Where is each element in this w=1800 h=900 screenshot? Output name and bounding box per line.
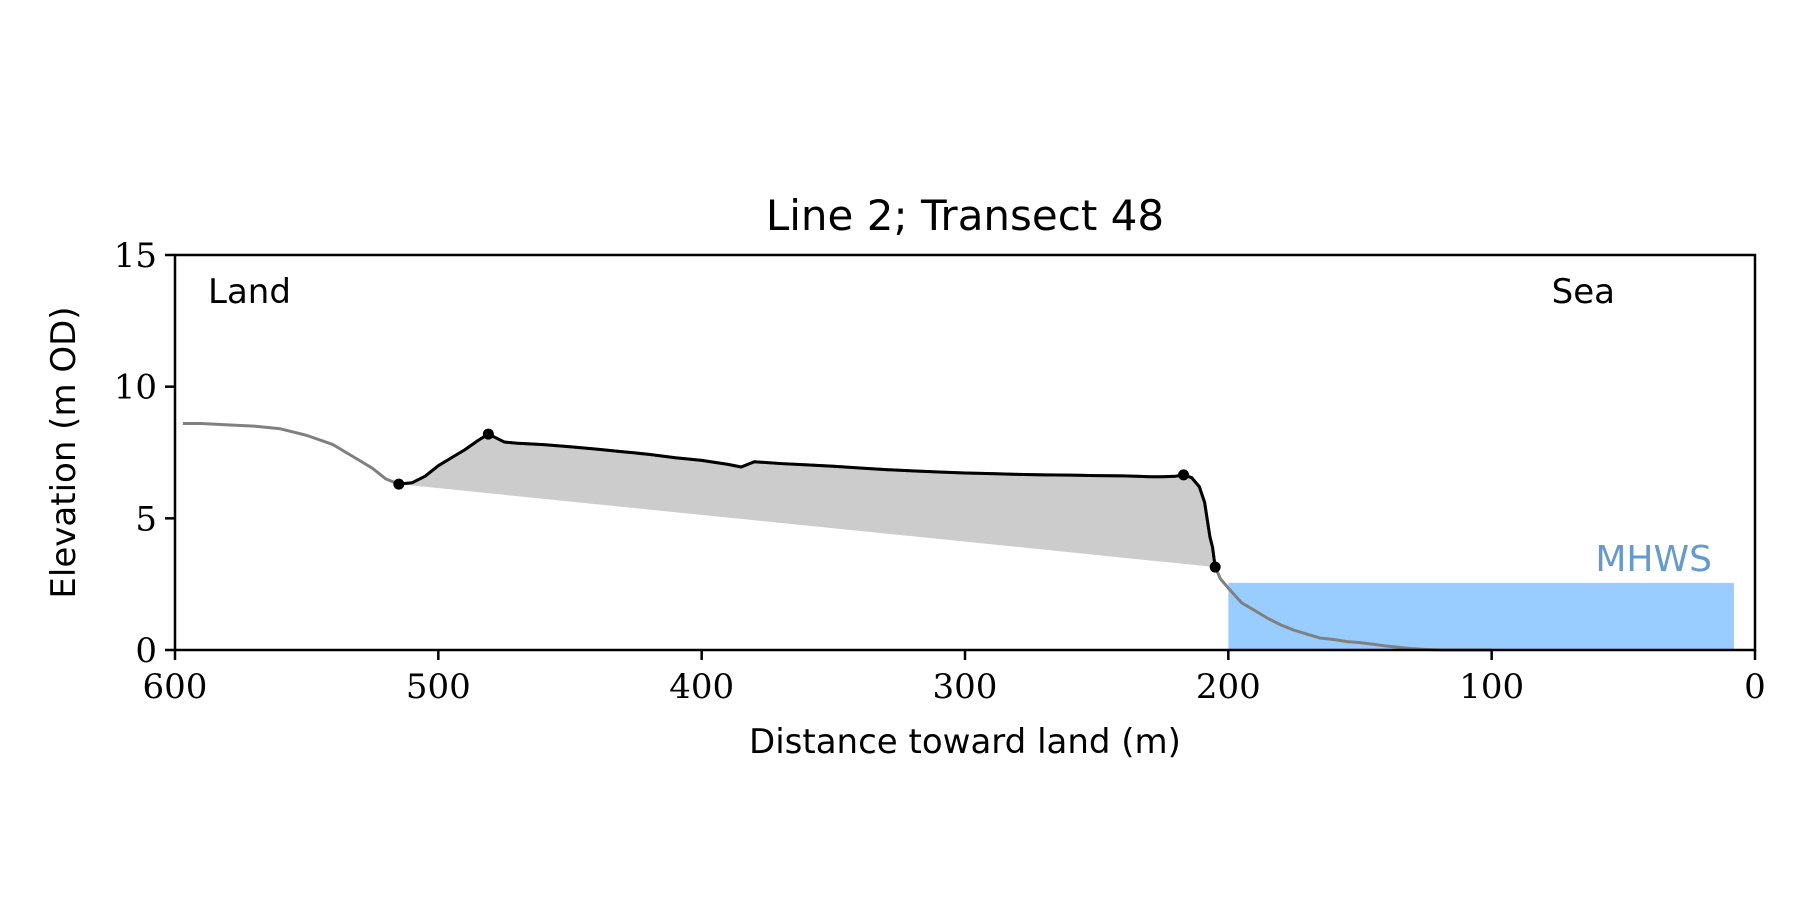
dune-crest-seaward-point [1178, 469, 1190, 481]
mhws-area [1228, 582, 1734, 650]
y-tick-label: 5 [135, 499, 157, 539]
x-tick-label: 600 [143, 667, 208, 707]
y-tick-label: 15 [114, 236, 157, 276]
x-tick-label: 0 [1744, 667, 1766, 707]
x-axis-label: Distance toward land (m) [749, 722, 1181, 762]
dune-profile-line [398, 432, 1217, 568]
dune-toe-landward-point [393, 478, 405, 490]
plot-area [182, 422, 1734, 652]
ticks: 600 500 400 300 200 100 0 0 5 10 15 [114, 236, 1766, 707]
x-tick-label: 100 [1459, 667, 1524, 707]
x-tick-label: 300 [933, 667, 998, 707]
x-tick-label: 200 [1196, 667, 1261, 707]
y-axis-label: Elevation (m OD) [44, 306, 84, 598]
dune-crest-landward-point [482, 428, 494, 440]
chart-title: Line 2; Transect 48 [766, 191, 1164, 240]
land-annotation: Land [208, 272, 291, 312]
y-tick-label: 0 [135, 631, 157, 671]
x-tick-label: 400 [669, 667, 734, 707]
mhws-annotation: MHWS [1595, 539, 1712, 580]
sea-annotation: Sea [1552, 272, 1615, 312]
dune-toe-seaward-point [1209, 561, 1221, 573]
dune-volume-fill [398, 434, 1216, 568]
x-tick-label: 500 [406, 667, 471, 707]
y-tick-label: 10 [114, 368, 157, 408]
